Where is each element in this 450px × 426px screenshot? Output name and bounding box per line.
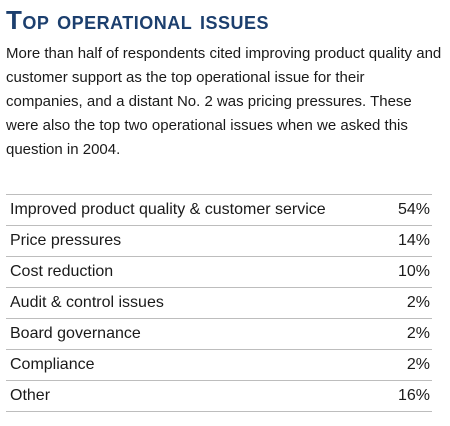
table-row: Improved product quality & customer serv… <box>6 195 432 226</box>
issue-percent: 2% <box>406 294 430 311</box>
issue-percent: 14% <box>397 232 430 249</box>
table-row: Cost reduction 10% <box>6 257 432 288</box>
issue-percent: 54% <box>397 201 430 218</box>
table-row: Other 16% <box>6 381 432 412</box>
issues-table: Improved product quality & customer serv… <box>6 194 432 412</box>
table-row: Board governance 2% <box>6 319 432 350</box>
intro-paragraph: More than half of respondents cited impr… <box>6 45 442 158</box>
table-row: Audit & control issues 2% <box>6 288 432 319</box>
issue-label: Cost reduction <box>10 263 114 280</box>
issue-label: Compliance <box>10 356 95 373</box>
issue-label: Price pressures <box>10 232 122 249</box>
issue-percent: 2% <box>406 356 430 373</box>
issue-percent: 10% <box>397 263 430 280</box>
table-row: Price pressures 14% <box>6 226 432 257</box>
issue-label: Other <box>10 387 51 404</box>
issue-label: Audit & control issues <box>10 294 164 311</box>
issue-label: Improved product quality & customer serv… <box>10 201 326 218</box>
issue-percent: 16% <box>397 387 430 404</box>
table-row: Compliance 2% <box>6 350 432 381</box>
page-title: Top operational issues <box>6 5 270 35</box>
issue-percent: 2% <box>406 325 430 342</box>
issue-label: Board governance <box>10 325 141 342</box>
